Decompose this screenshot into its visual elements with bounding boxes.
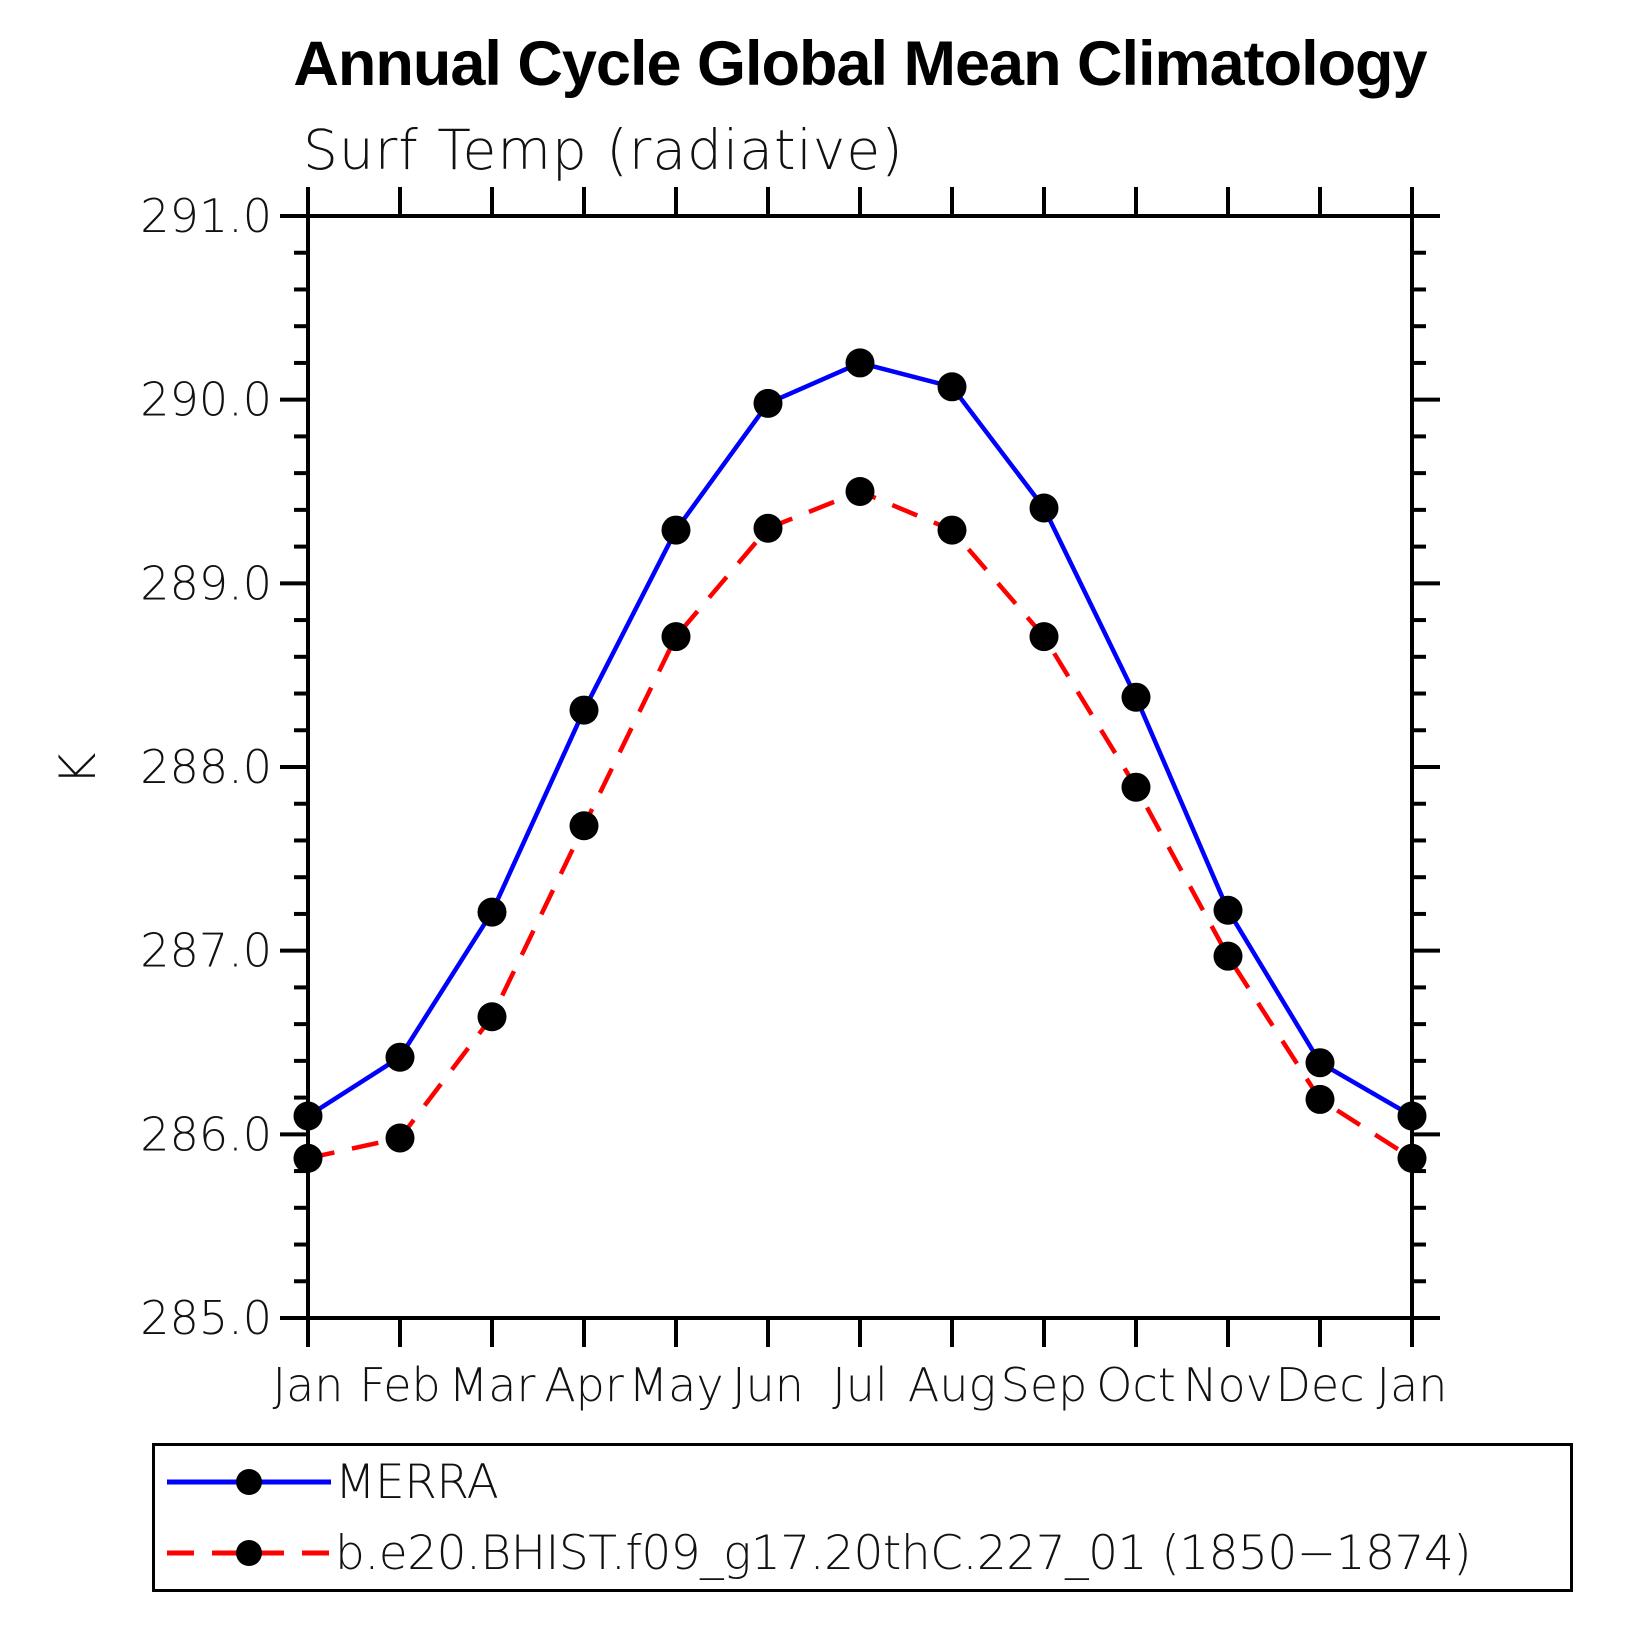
data-point-marker — [661, 622, 691, 652]
data-point-marker — [1121, 772, 1151, 802]
y-axis-label: K — [49, 752, 107, 786]
data-point-marker — [385, 1123, 415, 1153]
legend-label-model: b.e20.BHIST.f09_g17.20thC.227_01 (1850−1… — [335, 1525, 1472, 1581]
chart-subtitle: Surf Temp (radiative) — [303, 118, 904, 182]
x-tick-label: Apr — [544, 1358, 624, 1412]
x-tick-label: Jan — [273, 1358, 344, 1412]
data-point-marker — [477, 1002, 507, 1032]
y-tick-label: 287.0 — [140, 924, 272, 978]
data-point-marker — [1397, 1143, 1427, 1173]
data-point-marker — [845, 477, 875, 506]
data-point-marker — [385, 1042, 415, 1072]
legend-solid-line-icon — [167, 1469, 331, 1495]
legend-item-model: b.e20.BHIST.f09_g17.20thC.227_01 (1850−1… — [163, 1526, 1570, 1581]
chart-title: Annual Cycle Global Mean Climatology — [293, 29, 1427, 99]
x-tick-label: Jun — [732, 1358, 804, 1412]
data-point-marker — [1305, 1084, 1335, 1114]
x-tick-label: Mar — [449, 1358, 536, 1412]
x-tick-label: Oct — [1096, 1358, 1176, 1412]
data-point-marker — [753, 513, 783, 543]
data-point-marker — [569, 695, 599, 725]
series-line-0 — [306, 360, 1414, 1118]
x-tick-label: Nov — [1183, 1358, 1273, 1412]
y-tick-label: 285.0 — [140, 1291, 272, 1345]
data-point-marker — [293, 1101, 323, 1131]
legend-item-merra: MERRA — [163, 1455, 1570, 1510]
data-point-marker — [1029, 622, 1059, 652]
data-point-marker — [1397, 1101, 1427, 1131]
x-tick-label: Jan — [1377, 1358, 1448, 1412]
y-tick-label: 290.0 — [140, 373, 272, 427]
data-point-marker — [569, 811, 599, 841]
legend-dashed-line-icon — [167, 1540, 331, 1566]
x-tick-label: Dec — [1275, 1358, 1364, 1412]
data-point-marker — [845, 348, 875, 378]
legend-label-merra: MERRA — [335, 1454, 499, 1510]
legend: MERRA b.e20.BHIST.f09_g17.20thC.227_01 (… — [152, 1443, 1573, 1592]
data-point-marker — [1029, 493, 1059, 523]
x-tick-label: Aug — [908, 1358, 996, 1412]
y-tick-label: 286.0 — [140, 1107, 272, 1161]
x-tick-label: Jul — [832, 1358, 888, 1412]
data-point-marker — [1213, 941, 1243, 971]
y-tick-label: 288.0 — [140, 740, 272, 794]
data-point-marker — [1121, 682, 1151, 712]
data-point-marker — [293, 1143, 323, 1173]
y-tick-label: 291.0 — [140, 189, 272, 243]
x-tick-label: Sep — [1001, 1358, 1088, 1412]
y-tick-label: 289.0 — [140, 556, 272, 610]
data-point-marker — [1213, 895, 1243, 925]
data-point-marker — [937, 515, 967, 545]
data-point-marker — [477, 897, 507, 927]
data-point-marker — [753, 388, 783, 418]
axis-box — [306, 214, 1414, 1320]
x-tick-label: May — [628, 1358, 723, 1412]
series-line-1 — [307, 489, 1414, 1161]
data-point-marker — [937, 372, 967, 402]
x-tick-label: Feb — [359, 1358, 440, 1412]
data-point-marker — [661, 515, 691, 545]
data-point-marker — [1305, 1048, 1335, 1078]
